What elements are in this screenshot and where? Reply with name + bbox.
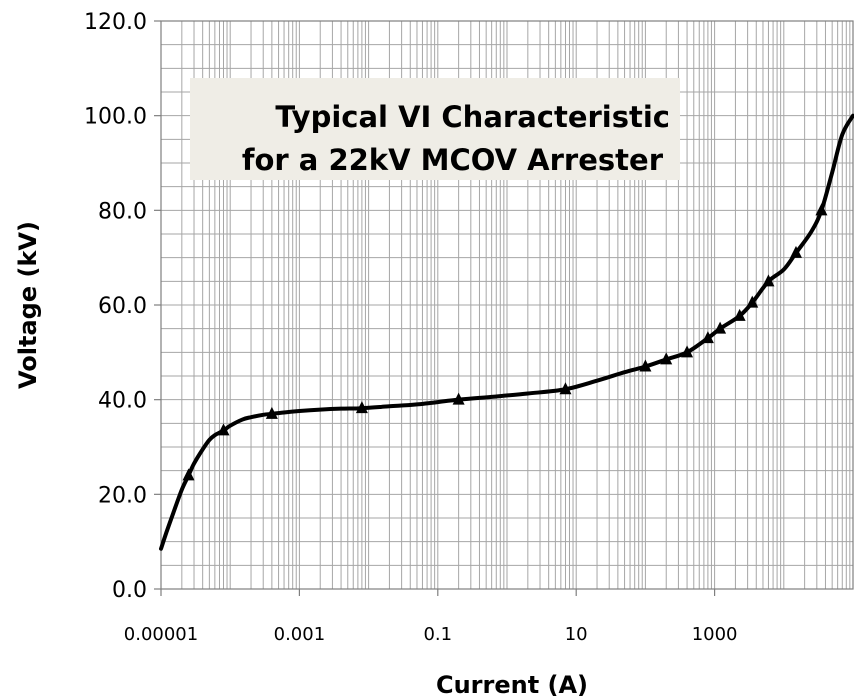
data-point-marker	[559, 382, 572, 395]
data-point-marker	[815, 203, 828, 216]
data-point-marker	[714, 321, 727, 334]
data-point-marker	[452, 392, 465, 405]
y-axis-title: Voltage (kV)	[14, 221, 42, 389]
data-point-marker	[701, 331, 714, 344]
y-tick-label: 120.0	[84, 10, 147, 35]
x-tick-label: 1000	[692, 624, 738, 645]
y-axis-ticks: 0.0 20.0 40.0 60.0 80.0 100.0 120.0	[84, 10, 161, 603]
data-point-marker	[217, 423, 230, 436]
x-tick-label: 0.001	[274, 624, 326, 645]
data-point-marker	[182, 468, 195, 481]
x-tick-label: 0.1	[423, 624, 452, 645]
x-tick-label: 10	[565, 624, 588, 645]
y-tick-label: 0.0	[112, 578, 147, 603]
x-axis-ticks: 0.00001 0.001 0.1 10 1000	[124, 589, 738, 645]
data-point-marker	[762, 274, 775, 287]
data-point-marker	[355, 401, 368, 414]
data-point-marker	[733, 308, 746, 321]
y-tick-label: 100.0	[84, 105, 147, 130]
y-tick-label: 20.0	[98, 483, 147, 508]
x-tick-label: 0.00001	[124, 624, 198, 645]
data-markers	[182, 203, 828, 481]
y-tick-label: 40.0	[98, 389, 147, 414]
data-point-marker	[639, 359, 652, 372]
data-point-marker	[789, 245, 802, 258]
data-point-marker	[746, 295, 759, 308]
y-tick-label: 60.0	[98, 294, 147, 319]
x-axis-title: Current (A)	[436, 671, 588, 699]
data-point-marker	[681, 345, 694, 358]
chart-title-line-2: for a 22kV MCOV Arrester	[242, 143, 664, 177]
title-box: Typical VI Characteristic for a 22kV MCO…	[190, 78, 680, 180]
chart-title-line-1: Typical VI Characteristic	[275, 100, 670, 134]
y-tick-label: 80.0	[98, 199, 147, 224]
data-point-marker	[660, 352, 673, 365]
data-point-marker	[265, 406, 278, 419]
